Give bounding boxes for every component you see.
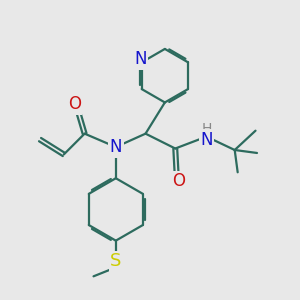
Text: S: S: [110, 253, 122, 271]
Text: O: O: [68, 95, 81, 113]
Text: H: H: [201, 122, 212, 136]
Text: N: N: [134, 50, 146, 68]
Text: N: N: [110, 138, 122, 156]
Text: O: O: [172, 172, 185, 190]
Text: N: N: [200, 130, 213, 148]
